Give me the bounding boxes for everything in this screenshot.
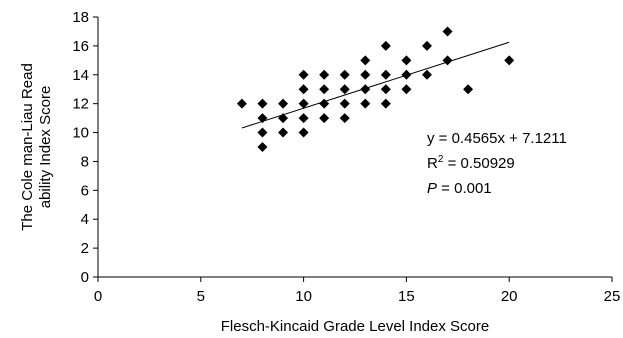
data-point xyxy=(339,113,350,124)
p-value-label: P = 0.001 xyxy=(427,180,492,197)
data-point xyxy=(298,113,309,124)
data-point xyxy=(421,40,432,51)
r-squared-superscript: 2 xyxy=(438,154,444,165)
x-tick-label: 5 xyxy=(197,288,205,305)
x-tick-label: 25 xyxy=(604,288,621,305)
data-point xyxy=(380,98,391,109)
data-point xyxy=(360,69,371,80)
x-axis-ticks: 0 5 10 15 20 25 xyxy=(94,277,621,305)
y-axis-title: The Cole man-Liau Read ability Index Sco… xyxy=(19,63,54,231)
data-point xyxy=(504,55,515,66)
equation-label: y = 0.4565x + 7.1211 xyxy=(427,130,567,147)
trendline xyxy=(241,41,510,129)
data-point xyxy=(298,84,309,95)
y-tick-label: 4 xyxy=(81,211,89,228)
x-tick-label: 20 xyxy=(501,288,518,305)
data-point xyxy=(360,98,371,109)
y-tick-label: 14 xyxy=(72,67,89,84)
data-point xyxy=(278,127,289,138)
data-point xyxy=(319,113,330,124)
y-tick-label: 18 xyxy=(72,9,89,26)
data-point xyxy=(339,84,350,95)
data-point xyxy=(298,98,309,109)
x-tick-label: 10 xyxy=(295,288,312,305)
x-axis-title: Flesch-Kincaid Grade Level Index Score xyxy=(221,318,489,335)
y-tick-label: 2 xyxy=(81,240,89,257)
data-point xyxy=(380,69,391,80)
r-squared-value: = 0.50929 xyxy=(443,155,514,172)
data-point xyxy=(298,127,309,138)
data-point xyxy=(380,40,391,51)
data-point xyxy=(257,127,268,138)
data-point xyxy=(421,69,432,80)
axes xyxy=(97,17,612,278)
y-axis-title-line-1: The Cole man-Liau Read xyxy=(19,63,36,231)
trendline-group xyxy=(241,41,510,129)
y-tick-label: 6 xyxy=(81,182,89,199)
data-point xyxy=(339,69,350,80)
data-point xyxy=(339,98,350,109)
data-point xyxy=(360,84,371,95)
data-point xyxy=(257,142,268,152)
data-point xyxy=(380,84,391,95)
x-tick-label: 15 xyxy=(398,288,415,305)
data-point xyxy=(401,55,412,66)
data-point xyxy=(442,55,453,66)
data-point xyxy=(319,84,330,95)
y-tick-label: 16 xyxy=(72,38,89,55)
r-squared-label: R2 = 0.50929 xyxy=(427,154,515,172)
regression-annotation: y = 0.4565x + 7.1211 R2 = 0.50929 P = 0.… xyxy=(427,130,567,197)
x-tick-label: 0 xyxy=(94,288,102,305)
data-point xyxy=(360,55,371,66)
data-point xyxy=(298,69,309,80)
y-tick-label: 0 xyxy=(81,269,89,286)
data-point xyxy=(401,84,412,95)
data-point xyxy=(463,84,474,95)
p-value-value: = 0.001 xyxy=(437,180,492,197)
y-tick-label: 8 xyxy=(81,153,89,170)
data-point xyxy=(442,26,453,37)
y-tick-label: 12 xyxy=(72,96,89,113)
y-axis-title-line-2: ability Index Score xyxy=(37,86,54,209)
p-value-letter: P xyxy=(427,180,437,197)
r-squared-base: R xyxy=(427,155,438,172)
data-point xyxy=(257,98,268,109)
data-point xyxy=(319,69,330,80)
y-tick-label: 10 xyxy=(72,125,89,142)
y-axis-ticks: 0 2 4 6 8 10 12 14 16 18 xyxy=(72,9,98,286)
data-point xyxy=(236,98,247,109)
data-point xyxy=(278,98,289,109)
